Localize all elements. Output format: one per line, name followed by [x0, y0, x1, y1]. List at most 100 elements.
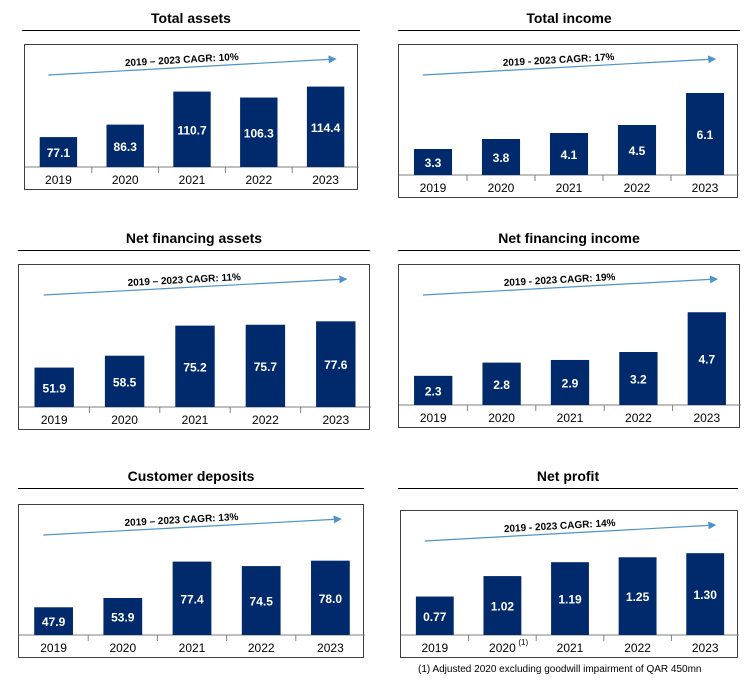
bar-data-label: 2.9	[562, 376, 579, 390]
bar	[34, 367, 74, 407]
bar-data-label: 4.7	[698, 353, 715, 367]
chart-frame: 51.9 2019 58.5 2020 75.2 2021 75.7 2022 77.6 2023…	[18, 264, 371, 430]
bar	[240, 97, 278, 167]
bar-data-label: 77.6	[324, 358, 348, 372]
bar	[104, 355, 145, 407]
bar	[481, 139, 521, 175]
title-rule	[18, 488, 364, 489]
title-rule	[22, 30, 360, 31]
x-tick-label: 2023	[312, 173, 339, 187]
x-tick-label: 2020	[489, 641, 516, 655]
x-tick-label: 2019	[420, 411, 447, 425]
bar-data-label: 0.77	[423, 610, 447, 624]
x-tick-label: 2020	[488, 411, 515, 425]
bar	[241, 566, 281, 635]
cagr-annotation: 2019 - 2023 CAGR: 19%	[504, 272, 616, 289]
bar-data-label: 110.7	[177, 123, 207, 137]
bar-data-label: 77.4	[180, 592, 204, 606]
bar-data-label: 1.25	[626, 590, 650, 604]
bar-chart: 3.3 2019 3.8 2020 4.1 2021 4.5 2022 6.1 2023 2019 …	[399, 52, 739, 195]
bar-data-label: 1.19	[558, 593, 582, 607]
title-rule	[18, 250, 370, 251]
x-tick-label: 2023	[692, 641, 719, 655]
bar	[106, 124, 144, 167]
title-rule	[398, 488, 738, 489]
chart-panel-customer-deposits: Customer deposits 47.9 2019 53.9 2020 77.4 20…	[18, 466, 365, 658]
bar	[549, 133, 589, 175]
x-tick-label: 2023	[322, 413, 349, 427]
cagr-arrow	[48, 55, 337, 76]
x-tick-label: 2022	[252, 413, 279, 427]
x-tick-label: 2019	[420, 181, 447, 195]
cagr-arrow	[422, 55, 717, 76]
title-rule	[398, 250, 740, 251]
chart-title: Net financing assets	[125, 230, 263, 246]
x-tick-label: 2023	[692, 181, 719, 195]
bar-data-label: 86.3	[114, 140, 138, 154]
bar-data-label: 58.5	[113, 375, 137, 389]
bar-data-label: 1.30	[694, 588, 718, 602]
chart-panel-total-assets: Total assets 77.1 2019 86.3 2020 110.7 2021 10…	[22, 8, 360, 190]
chart-title: Net financing income	[498, 230, 640, 246]
bar-data-label: 3.8	[493, 151, 510, 165]
x-tick-label: 2020	[109, 641, 136, 655]
footnote: (1) Adjusted 2020 excluding goodwill imp…	[418, 664, 702, 675]
bar-data-label: 4.1	[561, 148, 578, 162]
x-tick-label: 2022	[245, 173, 272, 187]
bar	[687, 312, 726, 405]
bar	[483, 576, 522, 635]
x-tick-label: 2020	[111, 413, 138, 427]
bar-data-label: 4.5	[629, 144, 646, 158]
x-tick-label: 2021	[182, 413, 209, 427]
cagr-arrow	[43, 515, 342, 536]
cagr-arrow	[43, 275, 348, 296]
bar	[618, 557, 657, 635]
chart-title: Total income	[526, 10, 612, 26]
chart-title: Total assets	[151, 10, 231, 26]
bar	[414, 375, 453, 405]
bar	[311, 560, 350, 635]
bar	[550, 359, 590, 405]
x-tick-label: 2021	[557, 641, 584, 655]
bar-data-label: 1.02	[491, 600, 515, 614]
bar	[172, 561, 212, 635]
x-tick-label: 2023	[317, 641, 344, 655]
cagr-annotation: 2019 - 2023 CAGR: 14%	[504, 518, 616, 535]
bar	[39, 137, 78, 167]
chart-frame: 47.9 2019 53.9 2020 77.4 2021 74.5 2022 78.0 2023…	[18, 504, 365, 658]
bar	[316, 321, 356, 407]
bar-data-label: 2.3	[425, 384, 442, 398]
chart-frame: 2.3 2019 2.8 2020 2.9 2021 3.2 2022 4.7 2023 2019 …	[398, 264, 741, 428]
bar-data-label: 51.9	[43, 381, 67, 395]
x-tick-label: 2020	[112, 173, 139, 187]
chart-frame: 3.3 2019 3.8 2020 4.1 2021 4.5 2022 6.1 2023 2019 …	[398, 44, 739, 198]
bar-data-label: 75.7	[254, 360, 278, 374]
cagr-annotation: 2019 – 2023 CAGR: 13%	[124, 512, 238, 529]
x-tick-label: 2022	[625, 411, 652, 425]
chart-frame: 0.77 2019 1.02 2020 (1) 1.19 2021 1.25 2022 1.30 2…	[400, 510, 739, 658]
bar	[34, 607, 73, 635]
x-tick-label: 2019	[40, 641, 67, 655]
cagr-annotation: 2019 – 2023 CAGR: 11%	[127, 272, 241, 289]
bar	[617, 125, 657, 175]
bar-chart: 51.9 2019 58.5 2020 75.2 2021 75.7 2022 77.6 2023…	[19, 272, 371, 427]
chart-panel-net-financing-income: Net financing income 2.3 2019 2.8 2020 2.9 20…	[398, 228, 741, 428]
bar-data-label: 74.5	[250, 595, 274, 609]
bar	[482, 362, 521, 405]
bar	[551, 562, 589, 635]
bar	[686, 553, 725, 635]
x-tick-label: 2022	[248, 641, 275, 655]
bar	[103, 597, 143, 635]
x-tick-label: 2019	[41, 413, 68, 427]
bar-data-label: 47.9	[42, 615, 66, 629]
bar-chart: 47.9 2019 53.9 2020 77.4 2021 74.5 2022 78.0 2023…	[19, 512, 365, 655]
bar-data-label: 114.4	[311, 121, 341, 135]
bar-data-label: 78.0	[319, 592, 343, 606]
chart-frame: 77.1 2019 86.3 2020 110.7 2021 106.3 2022 114.4 2…	[24, 44, 359, 190]
x-tick-label: 2020	[488, 181, 515, 195]
cagr-annotation: 2019 - 2023 CAGR: 17%	[503, 52, 615, 69]
x-tick-label: 2022	[624, 641, 651, 655]
bar-chart: 2.3 2019 2.8 2020 2.9 2021 3.2 2022 4.7 2023 2019 …	[399, 272, 741, 425]
bar	[306, 86, 345, 167]
chart-panel-total-income: Total income 3.3 2019 3.8 2020 4.1 2021 4.5 202…	[398, 8, 740, 198]
